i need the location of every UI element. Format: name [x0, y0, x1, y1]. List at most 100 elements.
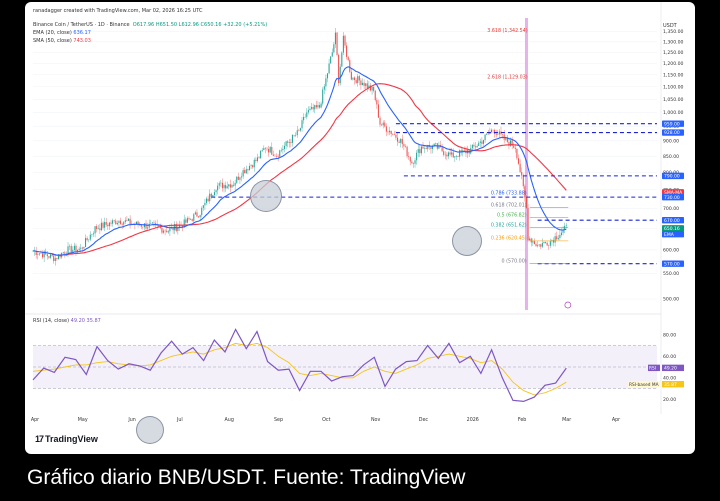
candle-body: [285, 141, 287, 146]
candle: [42, 250, 44, 260]
candle-body: [236, 176, 238, 183]
candle-body: [147, 227, 149, 229]
candle-body: [352, 77, 354, 80]
candle-body: [342, 35, 344, 53]
candle: [307, 106, 309, 115]
fib-level-label: 0.786 (733.88): [491, 191, 527, 197]
candle: [293, 134, 295, 138]
candle: [73, 242, 75, 253]
candle-body: [406, 146, 408, 157]
candle-body: [371, 86, 373, 91]
candle-body: [393, 134, 395, 135]
candle-body: [492, 129, 494, 131]
candle-body: [142, 226, 144, 228]
candle: [352, 77, 354, 81]
candle: [201, 206, 203, 218]
candle: [210, 192, 212, 199]
candle-body: [213, 192, 216, 196]
candle-body: [435, 143, 437, 144]
candle-body: [290, 142, 292, 143]
rsi-legend: RSI (14, close): [33, 318, 70, 324]
candle-body: [311, 107, 313, 109]
candle: [417, 145, 419, 158]
candle-body: [183, 219, 185, 228]
candle: [255, 157, 257, 164]
candle: [393, 130, 395, 136]
candle-body: [99, 228, 101, 231]
candle: [84, 234, 87, 248]
candle: [506, 134, 508, 144]
x-tick-label: Dec: [419, 417, 429, 423]
candle-body: [419, 149, 421, 154]
candle-body: [280, 150, 282, 151]
candle-body: [441, 147, 443, 152]
sma50-line: [51, 83, 567, 256]
candle-body: [89, 234, 91, 240]
candle: [89, 231, 91, 242]
candle: [514, 144, 516, 153]
candle-body: [226, 186, 228, 189]
candle: [495, 129, 497, 138]
candle: [374, 89, 376, 102]
candle-body: [42, 253, 44, 258]
candle: [207, 195, 209, 202]
rsi-line: [32, 328, 567, 403]
candle-body: [81, 247, 83, 249]
candle-body: [46, 254, 48, 257]
candle-body: [102, 222, 104, 228]
candle: [548, 244, 550, 250]
candle: [554, 232, 556, 247]
candle: [150, 219, 152, 224]
candle-body: [143, 223, 145, 228]
candle-body: [153, 222, 155, 224]
candle-body: [357, 76, 359, 84]
candle-body: [253, 159, 255, 168]
candle-body: [172, 227, 174, 231]
price-tick-label: 1,050.00: [663, 97, 684, 103]
candle: [538, 244, 540, 247]
candle: [186, 216, 188, 224]
rsi-legend-line: RSI (14, close) 49.20 35.87: [33, 318, 101, 324]
candle-body: [530, 238, 532, 243]
candle-body: [291, 135, 294, 143]
candle: [474, 142, 477, 150]
candle-body: [412, 163, 414, 164]
candle: [91, 234, 93, 238]
candle-body: [385, 126, 387, 132]
candle-body: [110, 222, 112, 224]
candle: [162, 228, 165, 234]
price-tick-label: 1,200.00: [663, 61, 684, 67]
candle: [478, 140, 480, 147]
candle: [229, 179, 231, 193]
candle-body: [59, 254, 61, 258]
candle-body: [349, 60, 351, 72]
candle-body: [346, 45, 348, 57]
x-tick-label: Apr: [31, 417, 39, 423]
candle-body: [268, 149, 270, 153]
candle-body: [288, 142, 290, 143]
candle-body: [148, 223, 150, 228]
candle: [233, 181, 235, 188]
candle: [124, 217, 126, 224]
event-highlight-band: [524, 18, 528, 310]
candle-body: [376, 100, 378, 105]
candle: [447, 151, 450, 160]
candle-body: [72, 249, 74, 253]
candle: [350, 68, 352, 81]
candle-body: [263, 148, 265, 151]
candle: [250, 164, 252, 170]
fib-level-label: 3.618 (1,342.54): [487, 28, 527, 34]
rsi-name-box: [628, 380, 660, 388]
candle: [500, 126, 502, 137]
candle-body: [546, 242, 548, 246]
candle: [303, 113, 305, 124]
candle: [225, 181, 227, 192]
candle: [535, 242, 537, 247]
candle-body: [344, 35, 346, 46]
candle: [414, 157, 416, 168]
price-tag-label: 730.00: [664, 195, 680, 201]
candle: [346, 42, 348, 60]
tradingview-logo[interactable]: 17 TradingView: [35, 434, 98, 444]
candle-body: [83, 246, 85, 249]
candle-body: [198, 216, 200, 218]
